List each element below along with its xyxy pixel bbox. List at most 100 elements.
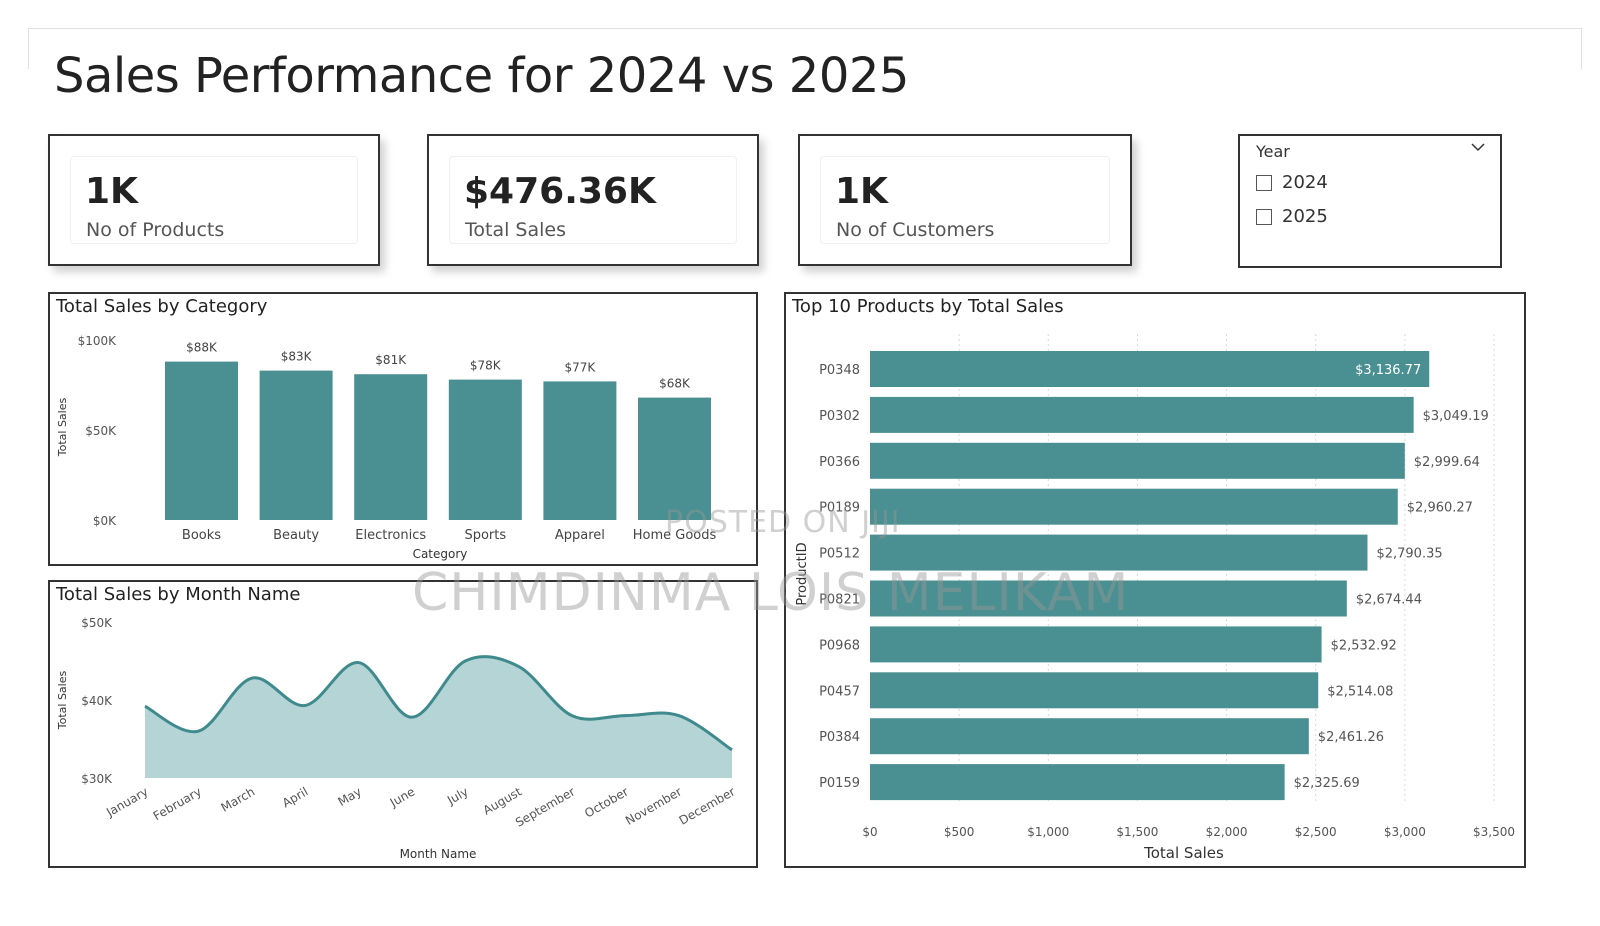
data-label: $2,325.69 — [1294, 776, 1360, 791]
data-label: $2,790.35 — [1376, 547, 1442, 562]
x-tick-label: $2,500 — [1295, 825, 1337, 839]
data-label: $88K — [186, 341, 218, 355]
data-label: $81K — [375, 353, 407, 367]
data-label: $2,514.08 — [1327, 684, 1393, 699]
x-tick-label: July — [444, 784, 471, 807]
y-tick-label: P0348 — [819, 363, 860, 378]
x-tick-label: December — [677, 784, 738, 827]
kpi-value: 1K — [85, 171, 138, 212]
kpi-card-total-sales[interactable]: $476.36K Total Sales — [427, 134, 759, 266]
y-tick-label: P0968 — [819, 638, 860, 653]
checkbox-2025[interactable] — [1256, 208, 1272, 225]
bar — [870, 396, 1414, 433]
top-products-bar-chart: $0 $500 $1,000 $1,500 $2,000 $2,500 $3,000 $3,5… — [795, 334, 1515, 862]
x-tick-label: $1,000 — [1027, 825, 1069, 839]
series-line — [144, 655, 733, 752]
bar — [354, 374, 428, 520]
x-tick-label: Beauty — [273, 528, 319, 543]
kpi-label: Total Sales — [465, 219, 566, 241]
y-tick-label: P0189 — [819, 501, 860, 516]
kpi-label: No of Customers — [836, 219, 995, 241]
month-chart-panel[interactable]: Total Sales by Month Name $30K $40K $50K To… — [48, 580, 758, 868]
bar — [870, 626, 1322, 663]
x-tick-label: August — [481, 784, 525, 817]
x-tick-label: February — [151, 784, 204, 823]
data-label: $68K — [659, 377, 691, 391]
x-tick-label: $3,000 — [1384, 825, 1426, 839]
data-label: $3,136.77 — [1355, 363, 1421, 378]
x-axis-label: Category — [413, 547, 468, 561]
bar — [870, 351, 1430, 387]
checkbox-2024[interactable] — [1256, 174, 1272, 191]
x-tick-label: May — [335, 784, 363, 809]
x-tick-label: March — [219, 784, 258, 814]
y-tick-label: $100K — [78, 334, 118, 348]
y-tick-label: $50K — [85, 424, 117, 438]
bar — [259, 370, 333, 520]
page-title: Sales Performance for 2024 vs 2025 — [54, 48, 909, 104]
x-tick-label: June — [387, 784, 418, 810]
x-tick-label: November — [623, 784, 684, 827]
chart-title: Total Sales by Month Name — [56, 584, 301, 605]
top-products-panel[interactable]: Top 10 Products by Total Sales $0 $500 $1,… — [784, 292, 1526, 868]
x-tick-label: Books — [182, 528, 221, 543]
y-tick-label: P0366 — [819, 455, 860, 470]
data-label: $83K — [281, 350, 313, 364]
x-tick-label: $2,000 — [1206, 825, 1248, 839]
month-area-chart: $30K $40K $50K Total Sales January February Ma… — [56, 616, 738, 861]
kpi-inner: 1K No of Products — [70, 156, 358, 244]
x-tick-label: Sports — [464, 528, 506, 543]
x-axis-label: Total Sales — [1143, 844, 1224, 862]
bar — [870, 580, 1347, 617]
area-fill — [145, 656, 732, 778]
x-tick-label: $3,500 — [1473, 825, 1515, 839]
y-tick-label: $30K — [81, 772, 113, 786]
kpi-card-customers[interactable]: 1K No of Customers — [798, 134, 1132, 266]
x-tick-label: September — [513, 784, 577, 829]
x-tick-label: Electronics — [355, 528, 426, 543]
chart-title: Top 10 Products by Total Sales — [792, 296, 1064, 317]
x-axis-label: Month Name — [400, 847, 477, 861]
category-chart-panel[interactable]: Total Sales by Category $0K $50K $100K Tota… — [48, 292, 758, 566]
kpi-value: 1K — [835, 171, 888, 212]
bar — [543, 381, 617, 520]
y-axis-label: ProductID — [795, 542, 810, 605]
x-tick-label: January — [103, 784, 150, 819]
bar — [870, 534, 1368, 571]
bar — [870, 442, 1405, 479]
y-tick-label: P0512 — [819, 547, 860, 562]
bar — [870, 672, 1319, 709]
y-tick-label: $0K — [93, 514, 117, 528]
y-tick-label: $50K — [81, 616, 113, 630]
year-slicer[interactable]: Year 2024 2025 — [1238, 134, 1502, 268]
slicer-option-label: 2025 — [1282, 206, 1328, 227]
bar — [638, 397, 711, 520]
kpi-inner: $476.36K Total Sales — [449, 156, 737, 244]
y-axis-label: Total Sales — [56, 398, 69, 458]
x-tick-label: April — [280, 784, 311, 810]
chart-title: Total Sales by Category — [56, 296, 268, 317]
y-tick-label: P0821 — [819, 593, 860, 608]
x-tick-label: $500 — [944, 825, 975, 839]
watermark-posted: POSTED ON JIJI — [665, 505, 901, 540]
data-label: $2,960.27 — [1407, 501, 1473, 516]
bar — [448, 379, 522, 520]
y-axis-label: Total Sales — [56, 671, 69, 731]
category-bar-chart: $0K $50K $100K Total Sales $88K Books $83K Beau… — [56, 334, 717, 561]
x-tick-label: Apparel — [555, 528, 605, 543]
kpi-inner: 1K No of Customers — [820, 156, 1110, 244]
slicer-option-2024[interactable]: 2024 — [1256, 172, 1328, 193]
data-label: $77K — [565, 360, 597, 374]
y-tick-label: P0384 — [819, 730, 860, 745]
x-tick-label: $0 — [862, 825, 877, 839]
x-tick-label: Home Goods — [633, 528, 717, 543]
watermark-name: CHIMDINMA LOIS MELIKAM — [412, 563, 1130, 623]
slicer-option-2025[interactable]: 2025 — [1256, 206, 1328, 227]
chevron-down-icon[interactable] — [1470, 140, 1486, 156]
data-label: $3,049.19 — [1423, 409, 1489, 424]
kpi-card-products[interactable]: 1K No of Products — [48, 134, 380, 266]
y-tick-label: P0302 — [819, 409, 860, 424]
bar — [165, 361, 238, 520]
data-label: $78K — [470, 359, 502, 373]
kpi-value: $476.36K — [464, 171, 656, 212]
